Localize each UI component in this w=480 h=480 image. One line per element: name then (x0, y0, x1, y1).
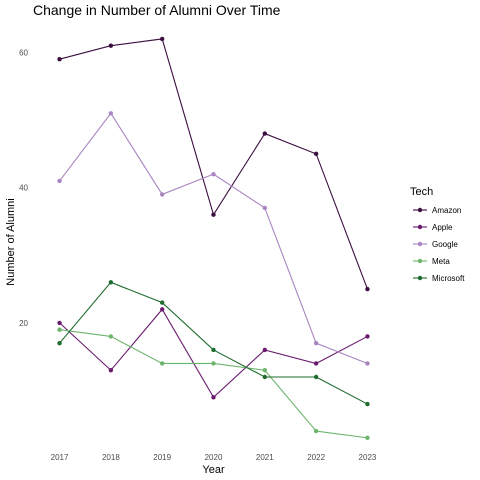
data-point-google (313, 340, 319, 346)
x-tick-label: 2019 (153, 453, 171, 462)
series-line-meta (59, 329, 368, 439)
x-tick-label: 2022 (307, 453, 325, 462)
legend-item-google: Google (413, 240, 458, 249)
series-meta (57, 327, 370, 441)
data-point-google (57, 178, 62, 184)
series-line-amazon (59, 38, 368, 290)
legend-label: Meta (432, 257, 450, 266)
data-point-amazon (365, 286, 370, 292)
data-point-apple (211, 395, 216, 400)
x-axis-title: Year (202, 464, 225, 476)
legend-item-microsoft: Microsoft (413, 274, 465, 283)
data-point-amazon (108, 43, 114, 48)
data-point-google (211, 171, 216, 177)
data-point-google (365, 361, 370, 366)
legend-label: Amazon (432, 206, 461, 215)
data-point-meta (108, 334, 114, 339)
x-tick-label: 2017 (51, 453, 69, 462)
data-point-apple (57, 320, 62, 326)
data-point-apple (262, 347, 268, 353)
data-point-amazon (211, 212, 216, 217)
data-point-amazon (262, 131, 268, 136)
legend-label: Google (432, 240, 458, 249)
plot-area (57, 36, 370, 441)
series-microsoft (57, 280, 370, 407)
data-point-microsoft (159, 300, 165, 305)
data-point-amazon (57, 56, 62, 62)
data-point-amazon (159, 36, 165, 42)
series-line-apple (59, 308, 368, 399)
legend-item-apple: Apple (413, 223, 453, 232)
series-google (57, 111, 370, 366)
legend-key-point (417, 258, 423, 264)
x-tick-label: 2021 (256, 453, 274, 462)
legend-item-meta: Meta (413, 257, 450, 266)
x-tick-label: 2018 (102, 453, 120, 462)
x-axis-ticks: 2017 2018 2019 2020 2021 2022 2023 (51, 453, 377, 462)
data-point-apple (365, 334, 370, 339)
legend: Tech Amazon Apple Google Meta Microsoft (410, 186, 465, 283)
legend-key-point (417, 275, 423, 281)
legend-item-amazon: Amazon (413, 206, 461, 215)
data-point-microsoft (365, 401, 370, 407)
x-tick-label: 2020 (205, 453, 223, 462)
legend-label: Apple (432, 223, 453, 232)
data-point-google (108, 111, 114, 116)
legend-key-point (417, 207, 423, 213)
data-point-apple (108, 368, 114, 373)
data-point-amazon (313, 151, 319, 157)
legend-label: Microsoft (432, 274, 465, 283)
data-point-microsoft (108, 280, 114, 285)
legend-key-point (417, 224, 423, 230)
data-point-microsoft (262, 374, 268, 380)
data-point-microsoft (57, 340, 62, 346)
data-point-google (262, 205, 268, 211)
legend-items: Amazon Apple Google Meta Microsoft (413, 206, 465, 283)
chart-title: Change in Number of Alumni Over Time (33, 2, 281, 18)
series-line-microsoft (59, 281, 368, 405)
series-line-google (59, 112, 368, 364)
series-amazon (57, 36, 370, 292)
data-point-meta (262, 368, 268, 373)
data-point-microsoft (211, 347, 216, 353)
data-point-apple (313, 361, 319, 366)
data-point-meta (159, 361, 165, 366)
y-axis-title: Number of Alumni (5, 198, 17, 285)
y-tick-label: 60 (19, 48, 28, 57)
data-point-microsoft (313, 374, 319, 380)
data-point-meta (365, 435, 370, 441)
data-point-meta (211, 361, 216, 366)
data-point-meta (313, 428, 319, 434)
data-point-apple (159, 307, 165, 312)
data-point-meta (57, 327, 62, 332)
legend-key-point (417, 241, 423, 247)
y-axis-ticks: 20 40 60 (19, 48, 28, 327)
series-apple (57, 307, 370, 400)
data-point-google (159, 192, 165, 197)
y-tick-label: 20 (19, 319, 28, 328)
y-tick-label: 40 (19, 184, 28, 193)
x-tick-label: 2023 (359, 453, 377, 462)
legend-title: Tech (410, 186, 433, 198)
